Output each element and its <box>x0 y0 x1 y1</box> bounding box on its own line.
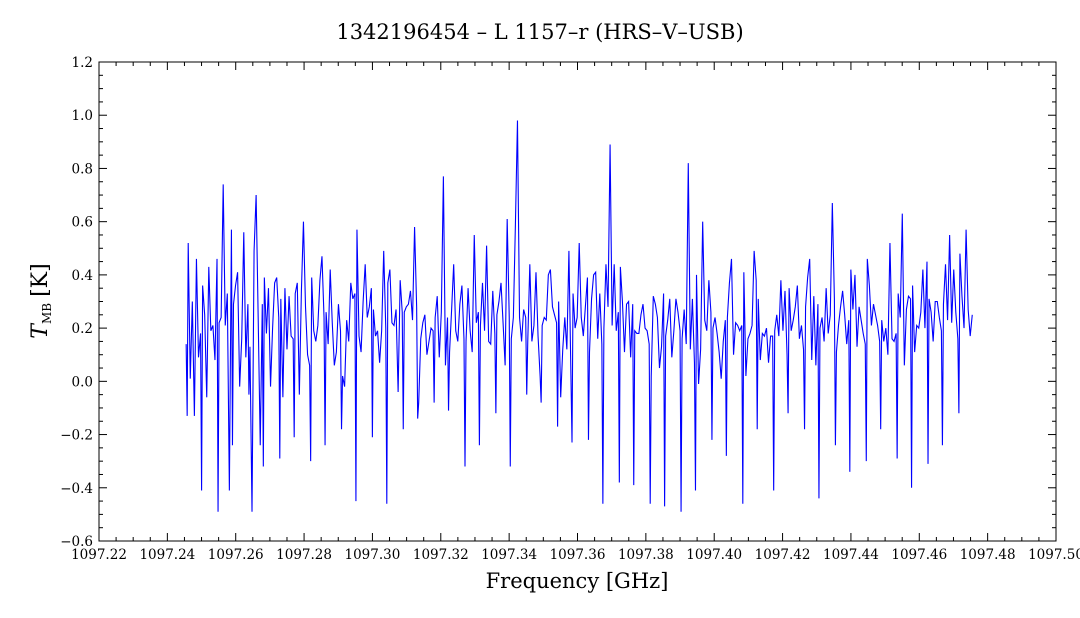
y-axis-title-symbol: T <box>28 322 53 339</box>
x-tick-label: 1097.44 <box>823 547 879 563</box>
spectrum-series-1 <box>185 120 973 512</box>
x-tick-label: 1097.28 <box>276 547 332 563</box>
y-tick-label: 0.4 <box>72 268 93 284</box>
y-tick-label: 0.0 <box>72 374 93 390</box>
x-tick-label: 1097.38 <box>618 547 674 563</box>
x-tick-label: 1097.22 <box>71 547 127 563</box>
chart-title: 1342196454 – L 1157–r (HRS–V–USB) <box>336 20 743 44</box>
series-layer <box>185 120 973 512</box>
svg-text:TMB[K]: TMB [K] <box>28 263 54 338</box>
x-tick-label: 1097.48 <box>960 547 1016 563</box>
axis-ticks <box>98 61 1057 542</box>
y-tick-label: 0.6 <box>72 215 93 231</box>
x-tick-label: 1097.34 <box>481 547 537 563</box>
x-tick-label: 1097.46 <box>891 547 947 563</box>
y-axis-title-unit: [K] <box>28 263 53 297</box>
x-tick-label: 1097.50 <box>1028 547 1080 563</box>
x-tick-label: 1097.36 <box>550 547 606 563</box>
x-tick-label: 1097.26 <box>208 547 264 563</box>
y-axis-title-subscript: MB <box>40 303 54 324</box>
plot-frame <box>98 61 1057 542</box>
y-tick-label: 1.2 <box>72 55 93 71</box>
x-tick-label: 1097.24 <box>139 547 195 563</box>
x-tick-label: 1097.32 <box>413 547 469 563</box>
x-axis-title: Frequency [GHz] <box>486 569 669 593</box>
x-tick-label: 1097.42 <box>755 547 811 563</box>
y-tick-label: 0.8 <box>72 161 93 177</box>
tick-labels: 1097.22 1097.24 1097.26 1097.28 1097.30 1097.… <box>60 55 1080 563</box>
x-tick-label: 1097.40 <box>686 547 742 563</box>
y-axis-title: TMB [K] <box>28 263 54 338</box>
y-tick-label: 1.0 <box>72 108 93 124</box>
y-tick-label: −0.4 <box>60 481 93 497</box>
y-tick-label: −0.6 <box>60 534 93 550</box>
y-tick-label: 0.2 <box>72 321 93 337</box>
y-tick-label: −0.2 <box>60 428 93 444</box>
x-tick-label: 1097.30 <box>345 547 401 563</box>
